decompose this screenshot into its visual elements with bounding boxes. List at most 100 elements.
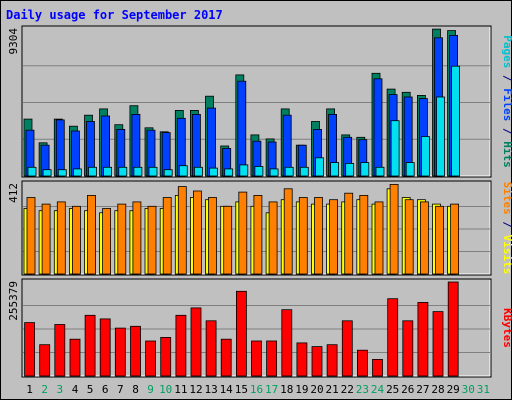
panel-kbytes: 255379 KBytes bbox=[7, 278, 512, 378]
bar-sites-7 bbox=[117, 203, 127, 275]
bar-sites-17 bbox=[268, 201, 278, 275]
y-axis-label-part: Sites bbox=[501, 182, 512, 215]
bar-pages-16 bbox=[254, 166, 264, 177]
bar-pages-25 bbox=[390, 120, 400, 177]
bar-kbytes-13 bbox=[205, 320, 217, 377]
x-tick-label: 7 bbox=[117, 383, 124, 396]
bar-kbytes-23 bbox=[356, 349, 368, 377]
bar-sites-5 bbox=[87, 194, 96, 275]
bar-kbytes-7 bbox=[114, 327, 126, 377]
x-tick-label: 18 bbox=[280, 383, 293, 396]
x-tick-label: 28 bbox=[431, 383, 444, 396]
bar-pages-27 bbox=[420, 136, 430, 177]
x-tick-label: 30 bbox=[462, 383, 475, 396]
bar-kbytes-14 bbox=[220, 338, 232, 377]
bar-sites-24 bbox=[374, 201, 384, 275]
bar-sites-22 bbox=[344, 192, 354, 275]
bar-kbytes-11 bbox=[175, 314, 187, 377]
bar-sites-18 bbox=[283, 188, 293, 275]
bar-pages-17 bbox=[269, 168, 279, 177]
bar-kbytes-19 bbox=[296, 342, 308, 377]
bar-sites-4 bbox=[72, 205, 81, 275]
bar-pages-9 bbox=[148, 166, 158, 177]
bar-kbytes-16 bbox=[251, 340, 262, 377]
bar-pages-29 bbox=[451, 65, 461, 177]
bar-files-15 bbox=[237, 80, 247, 177]
y-axis-label-part: Pages bbox=[501, 35, 512, 68]
bar-kbytes-28 bbox=[432, 311, 444, 377]
x-tick-label: 25 bbox=[386, 383, 399, 396]
bar-sites-3 bbox=[56, 201, 66, 275]
bar-pages-21 bbox=[330, 162, 340, 177]
x-tick-label: 16 bbox=[250, 383, 263, 396]
bar-pages-10 bbox=[163, 169, 173, 177]
y-axis-label: Pages / Files / Hits bbox=[501, 35, 512, 168]
bar-sites-26 bbox=[404, 199, 414, 275]
x-tick-label: 17 bbox=[265, 383, 278, 396]
bar-pages-20 bbox=[315, 157, 324, 177]
bar-files-8 bbox=[131, 114, 141, 177]
bar-kbytes-29 bbox=[447, 281, 459, 377]
x-tick-label: 26 bbox=[401, 383, 414, 396]
bar-sites-8 bbox=[132, 201, 142, 275]
bar-sites-28 bbox=[435, 205, 444, 275]
x-tick-label: 2 bbox=[41, 383, 48, 396]
chart-panels: 9304 Pages / Files / Hits 412 Sites / Visit… bbox=[7, 25, 512, 378]
y-axis-label: Sites / Visits bbox=[501, 182, 512, 275]
bar-pages-4 bbox=[73, 168, 82, 177]
x-tick-label: 13 bbox=[204, 383, 217, 396]
y-axis-label-part: Hits bbox=[501, 141, 512, 168]
x-tick-label: 19 bbox=[295, 383, 308, 396]
bar-sites-29 bbox=[450, 203, 460, 275]
panel-sites-visits: 412 Sites / Visits bbox=[7, 180, 512, 276]
series-pages bbox=[27, 65, 461, 177]
bar-kbytes-18 bbox=[281, 309, 293, 377]
bar-pages-19 bbox=[299, 166, 309, 177]
bar-files-18 bbox=[282, 114, 292, 177]
x-tick-label: 9 bbox=[147, 383, 154, 396]
y-axis-label-part: Files bbox=[501, 88, 512, 121]
bar-pages-22 bbox=[345, 162, 355, 177]
bar-pages-15 bbox=[239, 164, 249, 177]
bar-pages-3 bbox=[57, 169, 67, 177]
bar-sites-21 bbox=[329, 199, 339, 275]
bar-kbytes-3 bbox=[54, 324, 66, 377]
x-tick-label: 23 bbox=[356, 383, 369, 396]
bar-kbytes-2 bbox=[39, 344, 51, 377]
x-tick-label: 21 bbox=[325, 383, 338, 396]
bar-sites-1 bbox=[26, 197, 36, 275]
x-tick-label: 27 bbox=[416, 383, 429, 396]
x-tick-label: 8 bbox=[132, 383, 139, 396]
axis-max-label: 255379 bbox=[7, 281, 20, 321]
x-tick-label: 12 bbox=[189, 383, 202, 396]
bar-sites-9 bbox=[147, 205, 157, 275]
x-tick-label: 14 bbox=[220, 383, 234, 396]
bar-kbytes-26 bbox=[402, 320, 414, 377]
y-axis-label-part: / bbox=[501, 121, 512, 141]
bar-kbytes-1 bbox=[24, 322, 36, 377]
bar-kbytes-15 bbox=[235, 290, 247, 377]
y-axis-label-part: Visits bbox=[501, 235, 512, 275]
bar-kbytes-9 bbox=[145, 340, 157, 377]
x-axis-labels: 1 2 3 4 5 6 7 8 9 10 11 12 13 14 15 16 17 18 19 20 21 22 23 24 2… bbox=[26, 383, 490, 396]
bar-sites-13 bbox=[208, 197, 217, 275]
bar-files-24 bbox=[373, 78, 383, 177]
bar-pages-24 bbox=[375, 166, 385, 177]
bar-sites-16 bbox=[253, 194, 263, 275]
bar-sites-23 bbox=[359, 194, 369, 275]
bar-kbytes-8 bbox=[130, 325, 141, 377]
bar-sites-25 bbox=[389, 183, 399, 275]
bar-files-3 bbox=[55, 119, 65, 177]
bar-pages-18 bbox=[284, 166, 294, 177]
bar-kbytes-24 bbox=[372, 358, 383, 377]
bar-sites-11 bbox=[177, 186, 187, 275]
y-axis-label-part: / bbox=[501, 215, 512, 235]
x-tick-label: 29 bbox=[447, 383, 460, 396]
bar-sites-12 bbox=[192, 190, 202, 275]
bar-pages-11 bbox=[178, 165, 188, 177]
bar-kbytes-22 bbox=[341, 320, 353, 377]
bar-sites-20 bbox=[314, 197, 323, 275]
panel-hits-files-pages: 9304 Pages / Files / Hits bbox=[7, 25, 512, 178]
series-kbytes bbox=[24, 281, 459, 377]
x-tick-label: 22 bbox=[341, 383, 354, 396]
